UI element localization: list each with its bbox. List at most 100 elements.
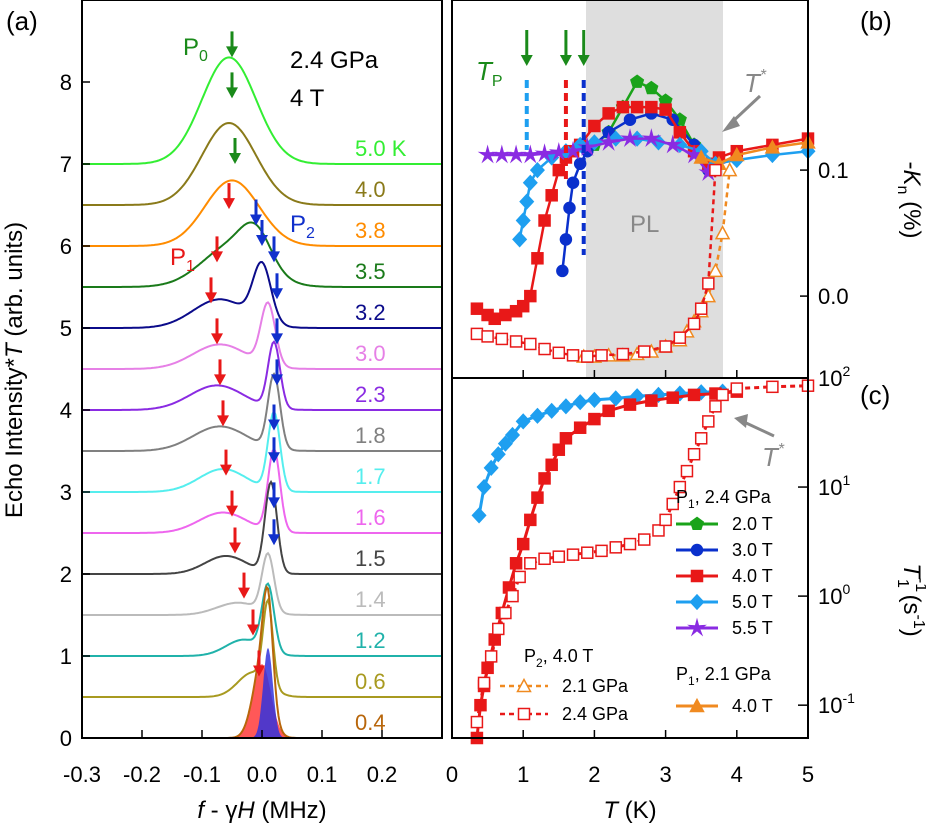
tstar-label-c: T* [762, 441, 785, 472]
kn-point-3-3 [522, 174, 538, 191]
kn-point-7-13 [673, 331, 687, 344]
tp-arrow-1 [559, 30, 572, 66]
temp-label-s35: 3.5 [355, 259, 386, 284]
panel-a-field: 4 T [290, 85, 325, 112]
kn-point-2-8 [538, 214, 551, 227]
kn-point-1-7 [623, 113, 637, 126]
p0-arrow-2 [229, 138, 241, 164]
temp-label-s30: 3.0 [355, 341, 386, 366]
temp-label-s06: 0.6 [355, 669, 386, 694]
tp-arrow-0 [520, 30, 533, 66]
kn-point-3-1 [515, 212, 531, 229]
t1-point-2-12 [595, 544, 608, 558]
panel-a-tag: (a) [6, 6, 38, 36]
t1-point-1-18 [623, 398, 637, 411]
t1-point-0-1 [476, 478, 492, 496]
legend-marker-g1 [689, 516, 705, 531]
t1-point-0-4 [497, 435, 513, 452]
p1-arrow-3-head [211, 333, 223, 345]
kn-point-4-9 [620, 128, 640, 148]
kn-point-6-14 [721, 162, 738, 177]
legend-label-g1: 2.0 T [732, 514, 773, 534]
c-xtick-label-4: 4 [731, 762, 743, 787]
kn-point-4-11 [662, 134, 683, 154]
t1-point-1-10 [531, 491, 544, 504]
t1-point-2-23 [702, 415, 715, 428]
legend-label-p2a: 2.1 GPa [562, 676, 629, 696]
p2-arrow-8-head [268, 497, 280, 509]
p1-arrow-10 [247, 609, 259, 636]
legend-header-3: P2, 4.0 T [524, 646, 593, 670]
t1-point-2-17 [659, 513, 672, 527]
t1-point-2-7 [524, 557, 537, 570]
p2-arrow-2-head [268, 251, 280, 263]
legend-label-g4: 5.0 T [732, 592, 773, 612]
t1-point-2-26 [730, 382, 744, 395]
p2-arrow-3 [271, 273, 283, 300]
legend-header-2: P1, 2.1 GPa [676, 664, 772, 688]
t1-point-2-1 [477, 676, 491, 690]
t1-point-1-15 [573, 421, 587, 434]
kn-point-7-3 [509, 335, 523, 348]
kn-point-7-6 [552, 346, 566, 360]
p2-arrow-6 [268, 404, 280, 431]
kn-point-7-16 [702, 277, 715, 290]
a-ytick-label-3: 3 [60, 480, 72, 505]
p1-arrow-7 [226, 490, 238, 517]
temp-label-s23: 2.3 [355, 382, 386, 407]
kn-point-3-0 [512, 231, 528, 248]
kn-point-7-14 [687, 317, 701, 331]
c-ytick-exp-1: 1 [842, 472, 850, 488]
p2-arrow-9 [268, 519, 280, 546]
c-ytick-exp-0: 2 [842, 363, 850, 379]
c-xtick-label-2: 2 [588, 762, 600, 787]
a-ytick-label-5: 5 [60, 316, 72, 341]
panel-a-xlabel: f - γH (MHz) [197, 797, 326, 824]
p1-arrow-1-head [211, 251, 223, 263]
p1-label: P1 [170, 244, 195, 275]
spectrum-s16 [82, 446, 442, 534]
p2-arrow-6-head [268, 419, 280, 431]
spectrum-s17 [82, 409, 442, 493]
panel-c-xlabel: T (K) [603, 797, 656, 824]
t1-point-0-8 [544, 402, 560, 419]
kn-point-7-2 [495, 332, 509, 346]
legend-marker-g5 [687, 617, 707, 637]
p2-arrow-9-head [268, 534, 280, 546]
a-ytick-label-6: 6 [60, 234, 72, 259]
p2-arrow-8 [268, 482, 280, 509]
p2-arrow-3-head [271, 288, 283, 300]
spectrum-s15 [82, 479, 442, 575]
panel-c-plot [470, 379, 815, 745]
kn-point-2-19 [659, 103, 672, 116]
tp-label: TP [476, 56, 503, 90]
panel-c-tag: (c) [860, 380, 890, 410]
kn-point-4-4 [534, 143, 555, 163]
kn-point-0-4 [644, 80, 659, 95]
kn-point-7-1 [481, 330, 494, 343]
c-ytick-exp-3: -1 [842, 690, 855, 706]
c-xtick-label-3: 3 [659, 762, 671, 787]
legend-header-1: P1, 2.4 GPa [676, 487, 772, 511]
kn-point-2-3 [499, 308, 512, 322]
spectrum-s32 [82, 260, 442, 329]
temp-label-s12: 1.2 [355, 628, 386, 653]
temp-label-s50: 5.0 K [355, 136, 407, 161]
p1-arrow-5 [217, 400, 229, 427]
legend-label-g5: 5.5 T [732, 618, 773, 638]
t1-point-2-0 [470, 715, 484, 729]
tstar-arrow-c [743, 420, 775, 438]
t1-point-2-14 [623, 537, 637, 551]
t1-point-0-7 [529, 407, 545, 424]
kn-point-4-8 [598, 131, 619, 151]
kn-point-2-6 [524, 289, 537, 303]
t1-point-2-16 [652, 524, 665, 537]
kn-point-5-3 [764, 139, 781, 154]
temp-label-s18: 1.8 [355, 423, 386, 448]
kn-point-2-16 [616, 100, 630, 114]
kn-point-2-17 [630, 100, 644, 114]
p1-arrow-9 [238, 572, 250, 599]
temp-label-s04: 0.4 [355, 710, 386, 735]
p0-arrow-2-head [229, 153, 241, 164]
kn-point-2-7 [531, 252, 544, 265]
